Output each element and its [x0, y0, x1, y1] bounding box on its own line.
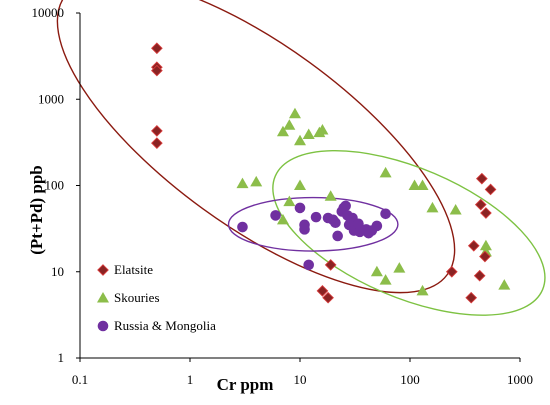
- data-point-0-11: [474, 198, 487, 211]
- legend-label-1: Skouries: [114, 290, 160, 305]
- data-point-0-7: [324, 259, 337, 271]
- data-point-1-24: [498, 279, 511, 290]
- data-point-1-9: [294, 179, 306, 190]
- data-point-2-4: [299, 224, 310, 235]
- data-point-0-15: [480, 207, 492, 219]
- data-point-2-0: [237, 221, 248, 233]
- data-point-1-2: [276, 125, 289, 137]
- y-tick-label-4: 10000: [32, 5, 65, 20]
- data-point-2-1: [270, 210, 281, 221]
- data-point-1-20: [449, 203, 462, 215]
- ellipse-layer: [56, 0, 546, 316]
- data-point-1-18: [416, 179, 429, 190]
- data-point-0-3: [151, 125, 163, 137]
- x-tick-label-3: 100: [400, 372, 420, 387]
- data-point-0-0: [151, 42, 163, 55]
- data-point-1-4: [288, 107, 301, 119]
- x-tick-label-1: 1: [187, 372, 194, 387]
- data-point-1-22: [479, 239, 492, 251]
- data-point-0-13: [473, 269, 486, 282]
- y-tick-label-3: 1000: [38, 91, 64, 106]
- data-point-1-21: [416, 284, 429, 296]
- legend-marker-0: [97, 264, 109, 276]
- data-point-0-6: [322, 291, 334, 304]
- data-point-2-23: [371, 220, 383, 232]
- data-point-1-1: [250, 175, 263, 187]
- data-point-0-10: [467, 239, 480, 252]
- data-point-1-0: [236, 177, 249, 189]
- data-point-2-6: [310, 211, 322, 223]
- data-point-0-4: [151, 137, 163, 149]
- x-tick-label-0: 0.1: [72, 372, 88, 387]
- data-point-1-15: [379, 166, 392, 178]
- data-point-2-10: [332, 230, 343, 242]
- data-point-1-11: [276, 213, 289, 225]
- legend: Elatsite Skouries Russia & Mongolia: [97, 262, 216, 333]
- data-point-1-5: [294, 134, 306, 146]
- data-point-0-5: [316, 285, 329, 297]
- data-point-1-13: [370, 265, 383, 277]
- axis-layer: 0.1 1 10 100 1000 1 10 100 1000 10000: [32, 5, 534, 387]
- data-point-2-24: [380, 208, 391, 220]
- data-point-0-8: [445, 265, 458, 278]
- data-point-0-14: [479, 250, 491, 263]
- y-tick-label-0: 1: [58, 350, 65, 365]
- x-axis-title: Cr ppm: [217, 375, 274, 394]
- x-tick-label-4: 1000: [507, 372, 533, 387]
- y-tick-label-2: 100: [45, 178, 65, 193]
- point-layer: [151, 42, 511, 304]
- data-point-1-14: [379, 274, 392, 285]
- data-point-0-12: [476, 172, 488, 185]
- data-point-0-2: [151, 64, 163, 77]
- data-point-2-9: [330, 217, 341, 229]
- data-point-2-13: [340, 200, 351, 212]
- data-point-2-18: [353, 218, 364, 230]
- ellipse-1: [272, 149, 546, 316]
- x-tick-label-2: 10: [294, 372, 307, 387]
- legend-marker-1: [97, 292, 109, 303]
- data-point-1-16: [393, 262, 406, 273]
- y-axis-title: (Pt+Pd) ppb: [27, 165, 46, 255]
- data-point-1-3: [283, 119, 296, 130]
- ellipse-0: [56, 0, 456, 294]
- data-point-2-5: [303, 259, 315, 271]
- data-point-1-12: [324, 190, 337, 201]
- data-point-2-2: [294, 202, 306, 214]
- legend-marker-2: [97, 320, 109, 332]
- legend-label-0: Elatsite: [114, 262, 153, 277]
- legend-label-2: Russia & Mongolia: [114, 318, 216, 333]
- data-point-0-16: [484, 183, 497, 196]
- data-point-1-10: [283, 195, 296, 207]
- data-point-1-6: [302, 128, 315, 140]
- data-point-0-9: [465, 291, 478, 304]
- ellipse-2: [227, 196, 399, 252]
- data-point-1-17: [408, 179, 421, 190]
- y-tick-label-1: 10: [51, 264, 64, 279]
- data-point-1-19: [426, 201, 439, 213]
- data-point-1-8: [316, 124, 329, 135]
